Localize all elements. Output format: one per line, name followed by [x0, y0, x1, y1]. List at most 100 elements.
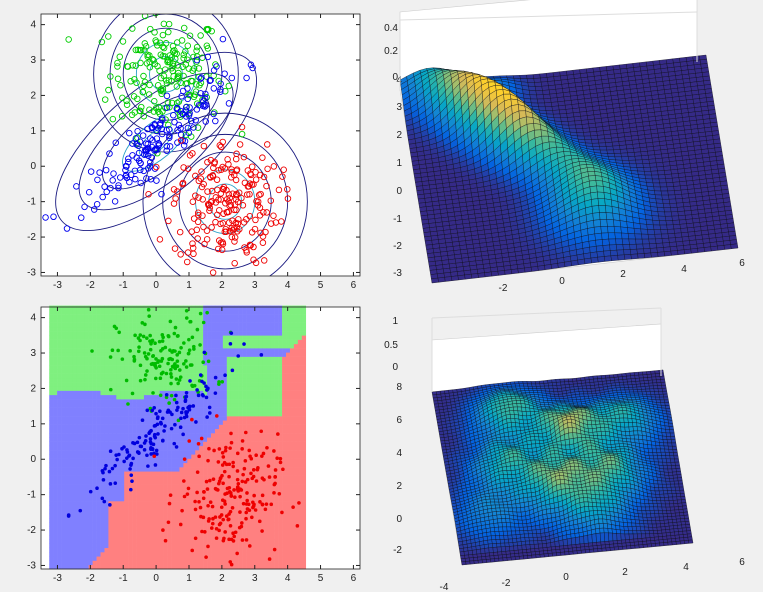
bl-region-cell: [68, 424, 74, 430]
bl-point-blue: [151, 442, 156, 447]
bl-region-cell: [139, 441, 145, 447]
bl-region-cell: [128, 369, 133, 374]
bl-region-cell: [128, 407, 133, 413]
bl-point-blue: [104, 463, 108, 468]
tl-point-green: [109, 115, 117, 123]
tl-point-blue: [243, 74, 250, 82]
tl-point-red: [192, 172, 199, 180]
bl-region-cell: [136, 530, 141, 536]
tl-contour-line: [78, 72, 234, 211]
bl-point-blue: [195, 388, 199, 392]
bl-region-cell: [289, 314, 295, 319]
bl-region-cell: [250, 339, 255, 345]
tl-point-green: [150, 57, 157, 64]
bl-region-cell: [116, 501, 121, 506]
bl-region-cell: [72, 564, 78, 570]
bl-region-cell: [222, 309, 228, 315]
bl-region-cell: [72, 513, 78, 519]
bl-region-cell: [289, 428, 295, 434]
bl-region-cell: [132, 428, 137, 434]
bl-region-cell: [211, 416, 216, 421]
bl-region-cell: [124, 411, 129, 417]
bl-region-cell: [159, 450, 164, 455]
bl-region-cell: [65, 360, 70, 366]
bl-region-cell: [163, 475, 168, 481]
bl-region-cell: [120, 467, 125, 472]
tl-point-green: [149, 55, 156, 63]
bl-point-blue: [181, 432, 185, 437]
bl-region-cell: [297, 450, 303, 455]
bl-region-cell: [262, 420, 267, 425]
bl-region-cell: [57, 365, 62, 370]
bl-region-cell: [163, 518, 168, 523]
bl-region-cell: [301, 441, 307, 447]
bl-region-cell: [124, 556, 129, 561]
bl-region-cell: [112, 348, 117, 353]
bl-region-cell: [92, 496, 97, 502]
bl-region-cell: [65, 462, 70, 468]
bl-region-cell: [151, 420, 157, 425]
bl-region-cell: [301, 335, 307, 340]
bl-region-cell: [242, 420, 247, 425]
bl-region-cell: [211, 348, 216, 353]
bl-region-cell: [282, 437, 287, 442]
bl-region-cell: [163, 458, 168, 464]
bl-region-cell: [147, 454, 153, 459]
bl-region-cell: [80, 539, 86, 544]
bl-region-cell: [203, 348, 208, 353]
bl-region-cell: [76, 437, 82, 442]
bl-region-cell: [262, 484, 267, 489]
bl-region-cell: [53, 433, 58, 438]
bl-region-cell: [116, 352, 121, 357]
bl-region-cell: [293, 526, 299, 532]
bl-region-cell: [214, 399, 220, 404]
bl-region-cell: [76, 335, 82, 340]
bl-region-cell: [155, 454, 161, 459]
bl-region-cell: [293, 496, 299, 502]
bl-region-cell: [151, 356, 157, 362]
bl-region-cell: [163, 326, 168, 332]
bl-region-cell: [214, 556, 220, 561]
bl-region-cell: [234, 505, 239, 510]
bl-region-cell: [124, 530, 129, 536]
tl-point-blue: [144, 141, 152, 148]
bl-region-cell: [270, 535, 275, 540]
bl-region-cell: [128, 518, 133, 523]
tl-point-red: [198, 183, 206, 191]
bl-region-cell: [282, 543, 287, 549]
bl-point-blue: [229, 331, 234, 335]
bl-region-cell: [57, 331, 62, 336]
bl-region-cell: [80, 420, 86, 425]
bl-region-cell: [159, 411, 164, 417]
bl-region-cell: [116, 492, 121, 498]
bl-region-cell: [250, 309, 255, 315]
bl-region-cell: [238, 360, 243, 366]
bl-region-cell: [100, 377, 105, 383]
bl-region-cell: [151, 399, 157, 404]
bl-region-cell: [68, 539, 74, 544]
bl-region-cell: [61, 543, 66, 549]
tl-point-red: [246, 191, 253, 198]
bl-region-cell: [242, 564, 247, 570]
bl-region-cell: [211, 386, 216, 391]
bl-region-cell: [289, 539, 295, 544]
bl-region-cell: [104, 433, 109, 438]
bl-region-cell: [195, 433, 200, 438]
bl-region-cell: [183, 458, 188, 464]
bl-region-cell: [262, 331, 267, 336]
bl-region-cell: [53, 475, 58, 481]
bl-region-cell: [171, 556, 176, 561]
bl-point-green: [184, 309, 189, 313]
bl-region-cell: [65, 331, 70, 336]
bl-region-cell: [80, 343, 86, 349]
tl-ytick-label: 1: [30, 126, 36, 137]
bl-region-cell: [199, 462, 204, 468]
bl-region-cell: [289, 399, 295, 404]
bl-region-cell: [222, 322, 228, 328]
bl-region-cell: [234, 522, 239, 527]
bl-region-cell: [128, 539, 133, 544]
bl-region-cell: [57, 318, 62, 323]
bl-region-cell: [68, 462, 74, 468]
tl-point-red: [252, 176, 260, 183]
bl-region-cell: [289, 462, 295, 468]
